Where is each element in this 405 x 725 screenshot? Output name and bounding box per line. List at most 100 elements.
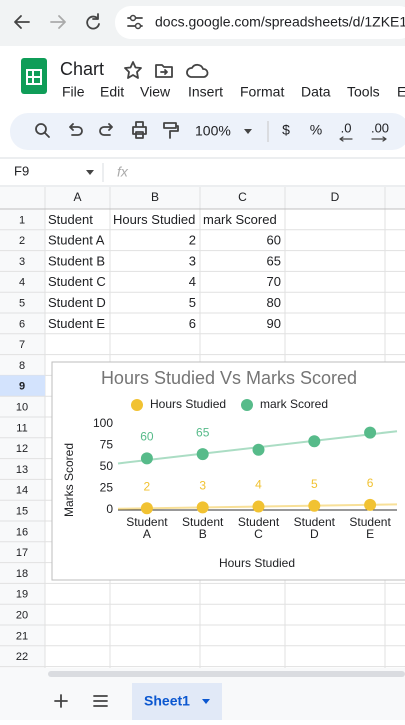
paint-format-icon[interactable] [163,122,179,139]
cell[interactable]: 4 [189,274,196,289]
row-header[interactable]: 10 [16,402,28,414]
star-icon[interactable] [124,61,142,79]
move-icon[interactable] [155,64,173,78]
cell[interactable]: Student D [48,295,106,310]
zoom[interactable]: 100% [195,123,231,139]
sheet-tab-label[interactable]: Sheet1 [144,693,190,709]
all-sheets-button[interactable] [93,695,108,707]
cell[interactable]: 80 [267,295,281,310]
add-sheet-button[interactable] [54,694,68,708]
legend-swatch [241,399,253,411]
row-header[interactable]: 4 [19,277,25,289]
row-header[interactable]: 1 [19,214,25,226]
row-header[interactable]: 22 [16,651,28,663]
menu-item[interactable]: Data [301,84,331,100]
data-point [196,501,209,514]
menu-item[interactable]: Edit [100,84,124,100]
row-header[interactable]: 16 [16,526,28,538]
cell[interactable]: 6 [189,316,196,331]
x-tick-label: Student B [182,515,224,541]
cell[interactable]: Student B [48,253,105,268]
row-header[interactable]: 20 [16,610,28,622]
y-tick-label: 75 [100,438,114,452]
cloud-icon[interactable] [186,63,209,78]
sheet-tab-caret[interactable] [202,699,210,704]
undo-icon[interactable] [69,123,83,136]
cell[interactable]: 90 [267,316,281,331]
cell[interactable]: 65 [267,253,281,268]
menu-item[interactable]: File [62,84,85,100]
name-box[interactable]: F9 [14,163,29,178]
row-header[interactable]: 6 [19,318,25,330]
legend-label: Hours Studied [150,397,226,411]
menu-item[interactable]: View [140,84,171,100]
decrease-decimal-button[interactable]: .0 [341,120,352,135]
cell[interactable]: Student E [48,316,105,331]
cell[interactable]: 60 [267,233,281,248]
menu-item[interactable]: Format [240,84,284,100]
increase-decimal-arrow [371,136,387,142]
cell[interactable]: Student C [48,274,106,289]
row-header[interactable]: 17 [16,547,28,559]
menu-item[interactable]: Insert [188,84,223,100]
row-header[interactable]: 9 [19,381,25,393]
data-point [140,502,153,515]
cell[interactable]: Hours Studied [113,212,195,227]
decrease-decimal-arrow [339,136,353,142]
row-header[interactable]: 19 [16,589,28,601]
row-header[interactable]: 14 [16,485,28,497]
back-button[interactable] [14,15,30,29]
scrollbar-thumb[interactable] [48,671,405,677]
row-header[interactable]: 2 [19,235,25,247]
redo-icon[interactable] [99,123,113,136]
column-header[interactable]: B [151,190,159,204]
menu-item[interactable]: E [397,84,405,100]
x-tick-label: Student C [238,515,280,541]
column-header[interactable]: A [73,190,81,204]
column-header[interactable]: C [238,190,247,204]
sheets-logo-grid [27,70,41,84]
fx-label: fx [117,164,129,180]
address-bar[interactable] [115,6,405,39]
increase-decimal-button[interactable]: .00 [371,120,389,135]
reload-button[interactable] [86,13,100,30]
row-header[interactable]: 21 [16,630,28,642]
data-point [308,499,321,512]
selected-row-header [0,375,45,397]
x-axis-label: Hours Studied [219,556,295,570]
row-header[interactable]: 18 [16,568,28,580]
cell[interactable]: 5 [189,295,196,310]
row-header[interactable]: 15 [16,506,28,518]
row-header[interactable]: 12 [16,443,28,455]
legend-label: mark Scored [260,397,328,411]
row-header[interactable]: 7 [19,339,25,351]
doc-title[interactable]: Chart [60,59,104,79]
currency-button[interactable]: $ [282,122,290,138]
column-header[interactable]: D [331,190,340,204]
row-header[interactable]: 3 [19,256,25,268]
zoom-caret[interactable] [244,129,252,134]
chart-area[interactable] [51,361,405,581]
data-point [252,500,265,513]
cell[interactable]: 2 [189,233,196,248]
menu-item[interactable]: Tools [347,84,380,100]
y-tick-label: 25 [100,481,114,495]
cell[interactable]: 70 [267,274,281,289]
print-icon[interactable] [132,121,147,139]
cell[interactable]: mark Scored [203,212,277,227]
cell[interactable]: Student A [48,233,105,248]
data-point [252,443,265,456]
data-label: 65 [196,425,210,439]
percent-button[interactable]: % [310,122,322,138]
name-box-caret[interactable] [86,170,94,175]
row-header[interactable]: 13 [16,464,28,476]
search-icon[interactable] [35,123,47,135]
row-header[interactable]: 11 [16,422,27,434]
row-header[interactable]: 8 [19,360,25,372]
y-axis-label: Marks Scored [62,443,76,517]
forward-button[interactable] [50,15,66,29]
cell[interactable]: 3 [189,253,196,268]
row-header[interactable]: 5 [19,298,25,310]
cell[interactable]: Student [48,212,93,227]
toolbar [10,113,405,150]
